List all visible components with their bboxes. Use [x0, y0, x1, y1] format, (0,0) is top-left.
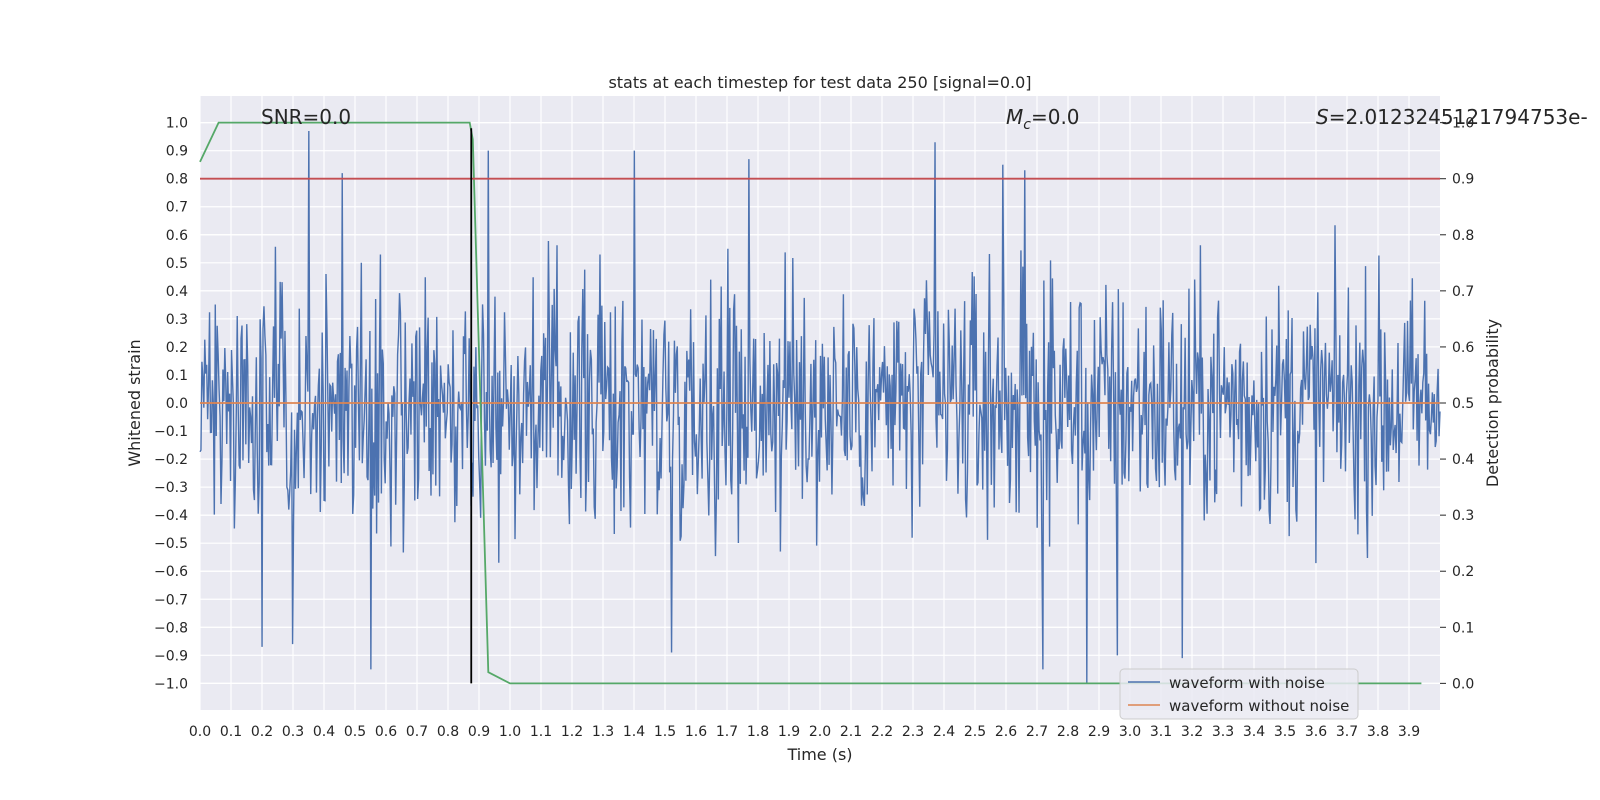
- x-tick-label: 1.7: [716, 724, 738, 740]
- x-tick-label: 0.1: [220, 724, 242, 740]
- x-tick-label: 2.5: [964, 724, 986, 740]
- x-tick-label: 1.9: [778, 724, 800, 740]
- legend: waveform with noise waveform without noi…: [1119, 668, 1359, 720]
- y-tick-label: −0.1: [154, 424, 188, 440]
- legend-label-clean: waveform without noise: [1169, 697, 1349, 715]
- y-tick-label: 0.3: [166, 312, 188, 328]
- y2-tick-label: 0.2: [1452, 564, 1474, 580]
- y2-tick-label: 0.7: [1452, 284, 1474, 300]
- x-tick-label: 0.6: [375, 724, 397, 740]
- y2-tick-label: 0.4: [1452, 452, 1474, 468]
- x-tick-label: 2.4: [933, 724, 955, 740]
- x-tick-label: 1.5: [654, 724, 676, 740]
- x-tick-label: 0.3: [282, 724, 304, 740]
- series-line-waveform-with-noise: [199, 131, 1441, 684]
- y-tick-label: 0.0: [166, 396, 188, 412]
- x-tick-label: 2.8: [1057, 724, 1079, 740]
- x-tick-label: 3.8: [1367, 724, 1389, 740]
- y-tick-label: 0.2: [166, 340, 188, 356]
- y-tick-labels: 1.0 0.9 0.8 0.7 0.6 0.5 0.4 0.3 0.2 0.1 0.0 −0.1 −0.…: [154, 116, 188, 693]
- y-tick-label: 0.8: [166, 172, 188, 188]
- y-axis-label: Whitened strain: [125, 339, 144, 466]
- x-tick-label: 3.0: [1119, 724, 1141, 740]
- y2-tick-label: 0.9: [1452, 172, 1474, 188]
- x-tick-label: 0.2: [251, 724, 273, 740]
- chirp-mass-value: =0.0: [1031, 105, 1080, 129]
- x-tick-label: 1.2: [561, 724, 583, 740]
- y-tick-label: −0.5: [154, 536, 188, 552]
- y-tick-label: 1.0: [166, 116, 188, 132]
- noisy-waveform-series: [199, 131, 1441, 684]
- y-tick-label: 0.9: [166, 144, 188, 160]
- x-tick-label: 1.4: [623, 724, 645, 740]
- y-tick-label: 0.6: [166, 228, 188, 244]
- y2-tick-label: 0.5: [1452, 396, 1474, 412]
- s-annotation: S=2.0123245121794753e-: [1316, 105, 1588, 129]
- chirp-mass-annotation: Mc=0.0: [1006, 105, 1080, 133]
- chart-title: stats at each timestep for test data 250…: [608, 73, 1031, 92]
- y2-tick-label: 1.0: [1452, 116, 1474, 132]
- y-tick-label: 0.1: [166, 368, 188, 384]
- y-tick-label: 0.7: [166, 200, 188, 216]
- x-tick-label: 2.1: [840, 724, 862, 740]
- y2-tick-label: 0.6: [1452, 340, 1474, 356]
- y2-tick-label: 0.0: [1452, 676, 1474, 692]
- y-tick-label: −0.8: [154, 620, 188, 636]
- y-tick-label: 0.5: [166, 256, 188, 272]
- x-tick-label: 2.9: [1088, 724, 1110, 740]
- x-tick-label: 3.4: [1243, 724, 1265, 740]
- x-tick-label: 3.3: [1212, 724, 1234, 740]
- x-tick-label: 0.5: [344, 724, 366, 740]
- y2-tick-label: 0.3: [1452, 508, 1474, 524]
- x-tick-label: 0.8: [437, 724, 459, 740]
- x-tick-label: 0.7: [406, 724, 428, 740]
- s-symbol: S: [1316, 105, 1329, 129]
- y2-tick-label: 0.8: [1452, 228, 1474, 244]
- x-tick-label: 3.5: [1274, 724, 1296, 740]
- y2-axis-label: Detection probability: [1483, 319, 1502, 487]
- x-tick-label: 2.7: [1026, 724, 1048, 740]
- chirp-mass-subscript: c: [1023, 117, 1031, 133]
- x-axis-label: Time (s): [786, 745, 852, 764]
- x-tick-label: 2.3: [902, 724, 924, 740]
- y-tick-label: −0.6: [154, 564, 188, 580]
- line-series-group: [199, 121, 1440, 685]
- x-tick-label: 2.6: [995, 724, 1017, 740]
- chirp-mass-symbol: M: [1006, 105, 1023, 129]
- y2-tick-label: 0.1: [1452, 620, 1474, 636]
- y-tick-label: −0.4: [154, 508, 188, 524]
- x-tick-label: 3.1: [1150, 724, 1172, 740]
- y-tick-label: −0.3: [154, 480, 188, 496]
- x-tick-label: 1.3: [592, 724, 614, 740]
- x-tick-label: 3.7: [1336, 724, 1358, 740]
- x-tick-label: 1.0: [499, 724, 521, 740]
- y-tick-label: −0.2: [154, 452, 188, 468]
- x-tick-labels: 0.0 0.1 0.2 0.3 0.4 0.5 0.6 0.7 0.8 0.9 1.0 1.1 1.2 1…: [189, 724, 1420, 740]
- x-tick-label: 3.6: [1305, 724, 1327, 740]
- y-tick-label: −1.0: [154, 676, 188, 692]
- snr-annotation: SNR=0.0: [261, 105, 351, 129]
- x-tick-label: 0.4: [313, 724, 335, 740]
- x-tick-label: 3.9: [1398, 724, 1420, 740]
- x-tick-label: 1.8: [747, 724, 769, 740]
- x-tick-label: 1.1: [530, 724, 552, 740]
- x-tick-label: 0.9: [468, 724, 490, 740]
- x-tick-label: 3.2: [1181, 724, 1203, 740]
- y2-tick-labels: 1.0 0.9 0.8 0.7 0.6 0.5 0.4 0.3 0.2 0.1 0.0: [1440, 116, 1474, 692]
- x-tick-label: 1.6: [685, 724, 707, 740]
- x-tick-label: 2.2: [871, 724, 893, 740]
- y-tick-label: −0.9: [154, 648, 188, 664]
- s-value: =2.0123245121794753e-: [1329, 105, 1588, 129]
- legend-label-noise: waveform with noise: [1169, 674, 1325, 692]
- x-tick-label: 0.0: [189, 724, 211, 740]
- legend-box: [1119, 668, 1359, 720]
- y-tick-label: 0.4: [166, 284, 188, 300]
- y-tick-label: −0.7: [154, 592, 188, 608]
- x-tick-label: 2.0: [809, 724, 831, 740]
